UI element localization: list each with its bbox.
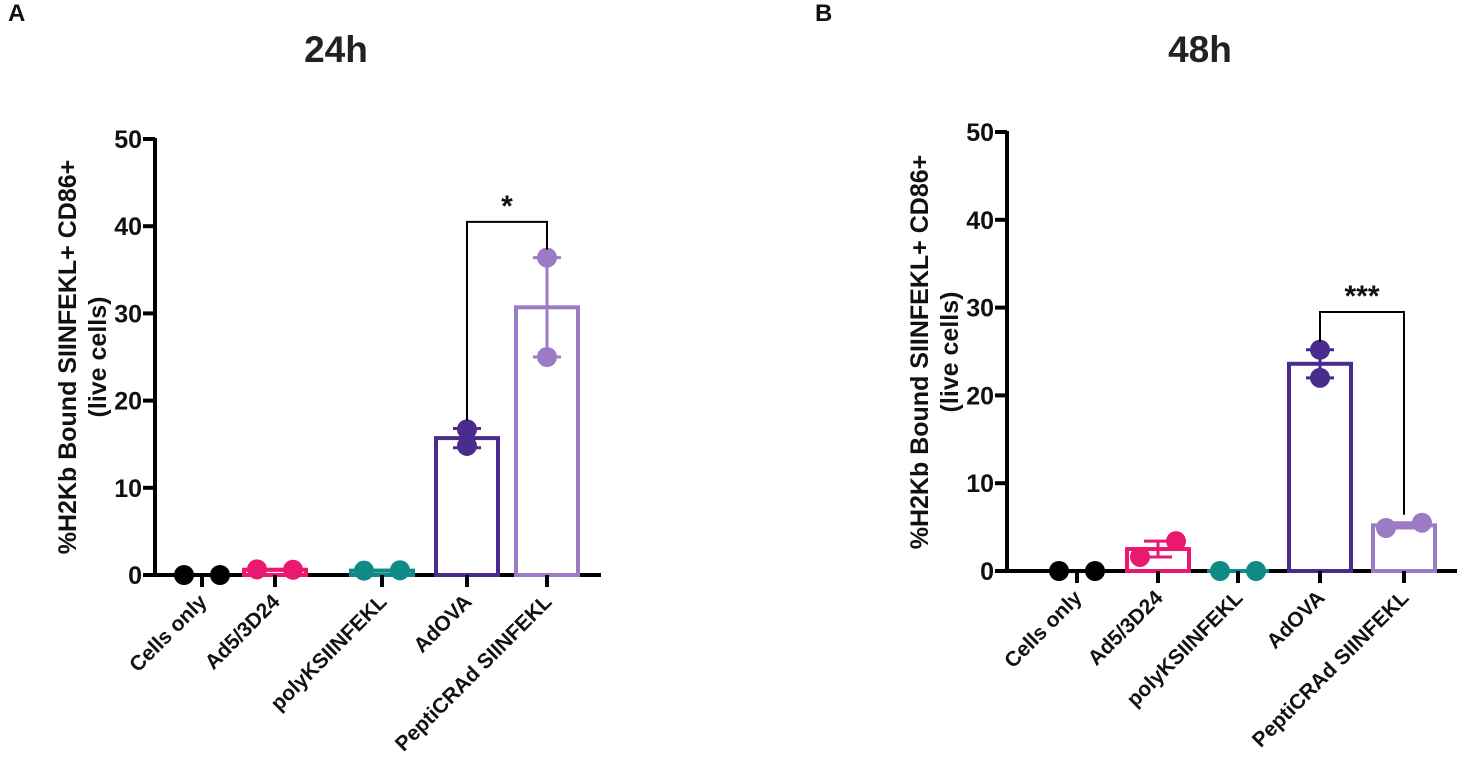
y-tick-label: 50 — [114, 126, 142, 154]
significance-label: *** — [1344, 280, 1379, 313]
data-point-2-1 — [1246, 561, 1266, 581]
y-tick-label: 10 — [114, 475, 142, 503]
y-tick-label: 50 — [966, 119, 994, 147]
y-axis-label-line2: (live cells) — [84, 297, 112, 418]
y-tick-label: 30 — [966, 295, 994, 323]
data-point-3-0 — [457, 419, 477, 440]
panel-letter-a: A — [8, 0, 26, 27]
y-tick-label: 0 — [128, 562, 142, 590]
data-point-4-0 — [537, 247, 557, 268]
bar-3 — [434, 436, 500, 578]
data-point-4-1 — [1412, 512, 1432, 533]
panel-title-b: 48h — [1168, 29, 1232, 70]
y-tick-label: 20 — [114, 388, 142, 416]
y-tick-label: 40 — [114, 213, 142, 241]
data-point-1-0 — [247, 559, 267, 580]
y-tick-label: 20 — [966, 382, 994, 410]
data-point-0-0 — [1049, 561, 1069, 581]
panel-title-a: 24h — [304, 29, 368, 70]
data-point-0-1 — [1085, 561, 1105, 581]
y-axis-label: %H2Kb Bound SIINFEKL+ CD86+(live cells) — [54, 160, 112, 555]
x-category-label: Cells only — [1000, 586, 1087, 673]
data-point-1-1 — [1166, 531, 1186, 552]
panel-letter-b: B — [815, 0, 833, 27]
data-point-3-1 — [457, 435, 477, 456]
x-category-label: polyKSIINFEKL — [266, 590, 391, 715]
x-category-label: Ad5/3D24 — [1084, 586, 1168, 670]
data-point-3-0 — [1310, 339, 1330, 360]
y-axis-label-line2: (live cells) — [936, 292, 964, 413]
data-point-1-1 — [283, 559, 303, 580]
y-axis-label-line1: %H2Kb Bound SIINFEKL+ CD86+ — [54, 160, 82, 555]
data-point-4-0 — [1376, 517, 1396, 538]
x-category-label: Cells only — [125, 590, 212, 677]
data-point-0-0 — [174, 565, 194, 585]
data-point-2-0 — [354, 560, 374, 581]
bar-3 — [1287, 361, 1353, 573]
x-category-label: AdOVA — [1262, 586, 1329, 653]
data-point-2-0 — [1210, 561, 1230, 581]
data-point-1-0 — [1130, 546, 1150, 567]
x-category-label: PeptiCRAd SIINFEKL — [1248, 586, 1414, 752]
data-point-2-1 — [390, 560, 410, 581]
y-axis-label: %H2Kb Bound SIINFEKL+ CD86+(live cells) — [906, 155, 964, 550]
y-tick-label: 40 — [966, 207, 994, 235]
y-tick-label: 30 — [114, 300, 142, 328]
significance-bracket — [466, 220, 548, 421]
x-category-label: AdOVA — [409, 590, 476, 657]
x-category-label: PeptiCRAd SIINFEKL — [391, 590, 557, 756]
y-tick-label: 0 — [980, 558, 994, 586]
y-tick-label: 10 — [966, 470, 994, 498]
x-category-label: Ad5/3D24 — [201, 590, 285, 674]
data-point-3-1 — [1310, 367, 1330, 388]
y-axis-label-line1: %H2Kb Bound SIINFEKL+ CD86+ — [906, 155, 934, 550]
data-point-0-1 — [210, 565, 230, 585]
significance-label: * — [501, 190, 513, 223]
significance-bracket — [1319, 310, 1405, 515]
data-point-4-1 — [537, 347, 557, 367]
